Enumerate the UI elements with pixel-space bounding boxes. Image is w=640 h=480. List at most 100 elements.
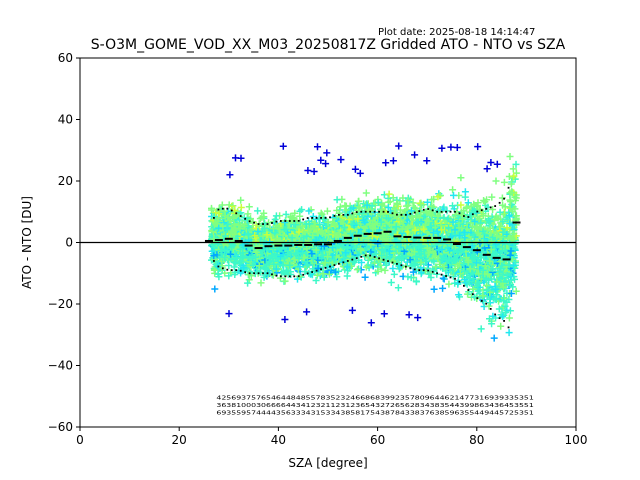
scatter-point: [507, 198, 515, 206]
scatter-point: [237, 257, 245, 265]
scatter-point: [488, 193, 496, 201]
scatter-point: [428, 212, 435, 220]
scatter-point: [362, 263, 370, 271]
scatter-point: [417, 259, 425, 266]
scatter-point: [469, 285, 477, 293]
scatter-point: [361, 273, 369, 281]
scatter-point: [317, 209, 325, 217]
scatter-point: [506, 251, 514, 259]
scatter-point: [262, 265, 270, 273]
scatter-point: [208, 204, 215, 212]
scatter-point: [445, 255, 453, 263]
scatter-point: [333, 196, 341, 204]
scatter-point: [367, 261, 375, 269]
scatter-point: [225, 262, 233, 269]
scatter-point: [461, 188, 469, 196]
scatter-point: [396, 206, 404, 214]
scatter-point: [382, 261, 390, 269]
scatter-point: [507, 281, 514, 289]
scatter-point: [331, 268, 339, 276]
scatter-point: [448, 230, 456, 238]
scatter-point: [460, 260, 468, 268]
scatter-point: [457, 247, 465, 255]
scatter-point: [411, 226, 419, 234]
scatter-point: [295, 238, 303, 246]
scatter-point: [372, 249, 380, 257]
scatter-point: [449, 202, 456, 210]
scatter-point: [284, 270, 292, 278]
scatter-point: [257, 279, 265, 287]
scatter-point: [408, 207, 415, 215]
scatter-point: [465, 262, 473, 269]
scatter-point: [298, 206, 306, 214]
scatter-point: [486, 224, 494, 232]
scatter-point: [474, 199, 482, 207]
scatter-point: [509, 165, 517, 173]
scatter-point: [449, 186, 457, 194]
scatter-point: [296, 212, 304, 220]
scatter-point: [384, 204, 392, 211]
scatter-point: [439, 233, 447, 241]
scatter-point: [430, 267, 438, 275]
scatter-point: [350, 204, 357, 212]
scatter-point: [321, 259, 329, 267]
scatter-point: [506, 211, 513, 219]
scatter-point: [507, 290, 515, 297]
scatter-point: [458, 215, 466, 223]
scatter-point: [407, 274, 415, 282]
scatter-point: [325, 270, 333, 278]
scatter-point: [291, 209, 299, 217]
scatter-point: [485, 217, 493, 224]
scatter-point: [457, 174, 465, 182]
scatter-point: [255, 262, 263, 270]
scatter-point: [390, 270, 398, 278]
scatter-point: [411, 261, 419, 269]
scatter-point: [409, 199, 417, 207]
scatter-point: [301, 268, 309, 276]
scatter-point: [282, 225, 290, 233]
scatter-point: [232, 226, 240, 234]
scatter-point: [279, 231, 287, 239]
scatter-point: [496, 208, 504, 216]
scatter-point: [502, 308, 509, 316]
scatter-point: [383, 224, 391, 232]
scatter-point: [305, 269, 313, 277]
scatter-point: [355, 197, 363, 205]
scatter-point: [236, 212, 244, 220]
scatter-point: [506, 153, 514, 160]
scatter-point: [220, 207, 228, 215]
scatter-point: [230, 263, 238, 271]
scatter-point: [483, 281, 490, 289]
scatter-point: [323, 207, 331, 215]
scatter-point: [411, 205, 419, 212]
scatter-point: [284, 250, 292, 258]
scatter-point: [443, 207, 451, 215]
scatter-point: [265, 219, 273, 227]
scatter-point: [256, 215, 264, 223]
scatter-point: [489, 233, 497, 241]
scatter-point: [215, 273, 223, 281]
scatter-point: [416, 199, 424, 207]
scatter-point: [510, 243, 518, 251]
scatter-point: [440, 263, 448, 271]
scatter-point: [302, 220, 310, 228]
plot-date-subtitle: Plot date: 2025-08-18 14:14:47: [378, 27, 535, 38]
scatter-point: [404, 238, 412, 246]
scatter-point: [389, 216, 397, 224]
scatter-point: [471, 293, 479, 301]
scatter-point: [424, 198, 431, 206]
scatter-point: [257, 250, 265, 258]
scatter-point: [382, 254, 390, 262]
scatter-point: [463, 203, 471, 211]
scatter-point: [230, 221, 238, 229]
scatter-point: [503, 224, 511, 232]
scatter-point: [353, 266, 361, 274]
scatter-point: [227, 217, 234, 225]
scatter-point: [319, 252, 327, 260]
scatter-point: [319, 235, 327, 243]
scatter-point: [385, 190, 393, 198]
scatter-point: [503, 298, 511, 306]
scatter-point: [333, 207, 341, 214]
scatter-point: [479, 266, 487, 274]
scatter-point: [282, 266, 290, 274]
